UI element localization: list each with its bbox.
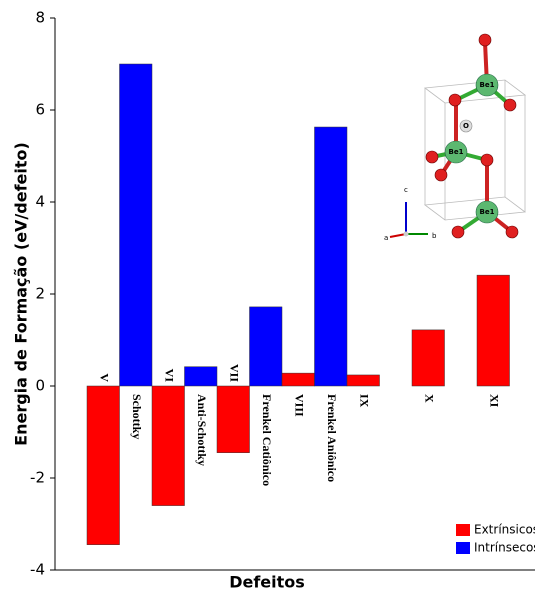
y-tick-label: 4 bbox=[35, 193, 45, 211]
crystal-inset: Be1 Be1 Be1 O a b c bbox=[384, 34, 525, 242]
x-tick-label: Anti-Schottky bbox=[195, 394, 209, 466]
bar bbox=[477, 275, 510, 386]
y-tick-label: 6 bbox=[35, 101, 45, 119]
bar bbox=[217, 386, 250, 453]
bar bbox=[315, 127, 348, 386]
x-tick-label: IX bbox=[358, 394, 372, 408]
bar bbox=[250, 307, 283, 386]
x-tick-label: Frenkel Catiônico bbox=[260, 394, 274, 486]
axis-label: c bbox=[404, 186, 408, 194]
x-tick-label: VI bbox=[163, 369, 177, 383]
bar bbox=[120, 64, 153, 386]
x-tick-label: Schottky bbox=[130, 394, 144, 439]
atom-label: Be1 bbox=[480, 81, 495, 89]
bar bbox=[152, 386, 185, 506]
x-tick-label: X bbox=[423, 394, 437, 403]
legend-label: Intrínsecos bbox=[474, 541, 535, 555]
y-tick-label: 0 bbox=[35, 377, 45, 395]
bar bbox=[87, 386, 120, 545]
axis-label: a bbox=[384, 234, 388, 242]
bar bbox=[185, 367, 218, 386]
bar bbox=[412, 330, 445, 386]
legend-swatch bbox=[456, 524, 470, 536]
chart: Be1 Be1 Be1 O a b c Defeitos Energia de … bbox=[0, 0, 535, 592]
x-tick-label: Frenkel Aniônico bbox=[325, 394, 339, 482]
bar bbox=[282, 373, 315, 386]
y-tick-label: 2 bbox=[35, 285, 45, 303]
x-tick-label: V bbox=[98, 373, 112, 382]
x-tick-label: VIII bbox=[293, 394, 307, 417]
y-tick-label: 8 bbox=[35, 9, 45, 27]
y-tick-label: -4 bbox=[30, 561, 45, 579]
atom-label: O bbox=[463, 122, 469, 130]
bar bbox=[347, 375, 380, 386]
x-tick-label: XI bbox=[488, 394, 502, 408]
y-tick-label: -2 bbox=[30, 469, 45, 487]
x-axis-title: Defeitos bbox=[229, 573, 305, 592]
axis-label: b bbox=[432, 232, 437, 240]
atom-label: Be1 bbox=[449, 148, 464, 156]
legend-label: Extrínsicos bbox=[474, 523, 535, 537]
atom-label: Be1 bbox=[480, 208, 495, 216]
x-tick-label: VII bbox=[228, 364, 242, 382]
y-axis-title: Energia de Formação (eV/defeito) bbox=[12, 142, 31, 446]
legend-swatch bbox=[456, 542, 470, 554]
